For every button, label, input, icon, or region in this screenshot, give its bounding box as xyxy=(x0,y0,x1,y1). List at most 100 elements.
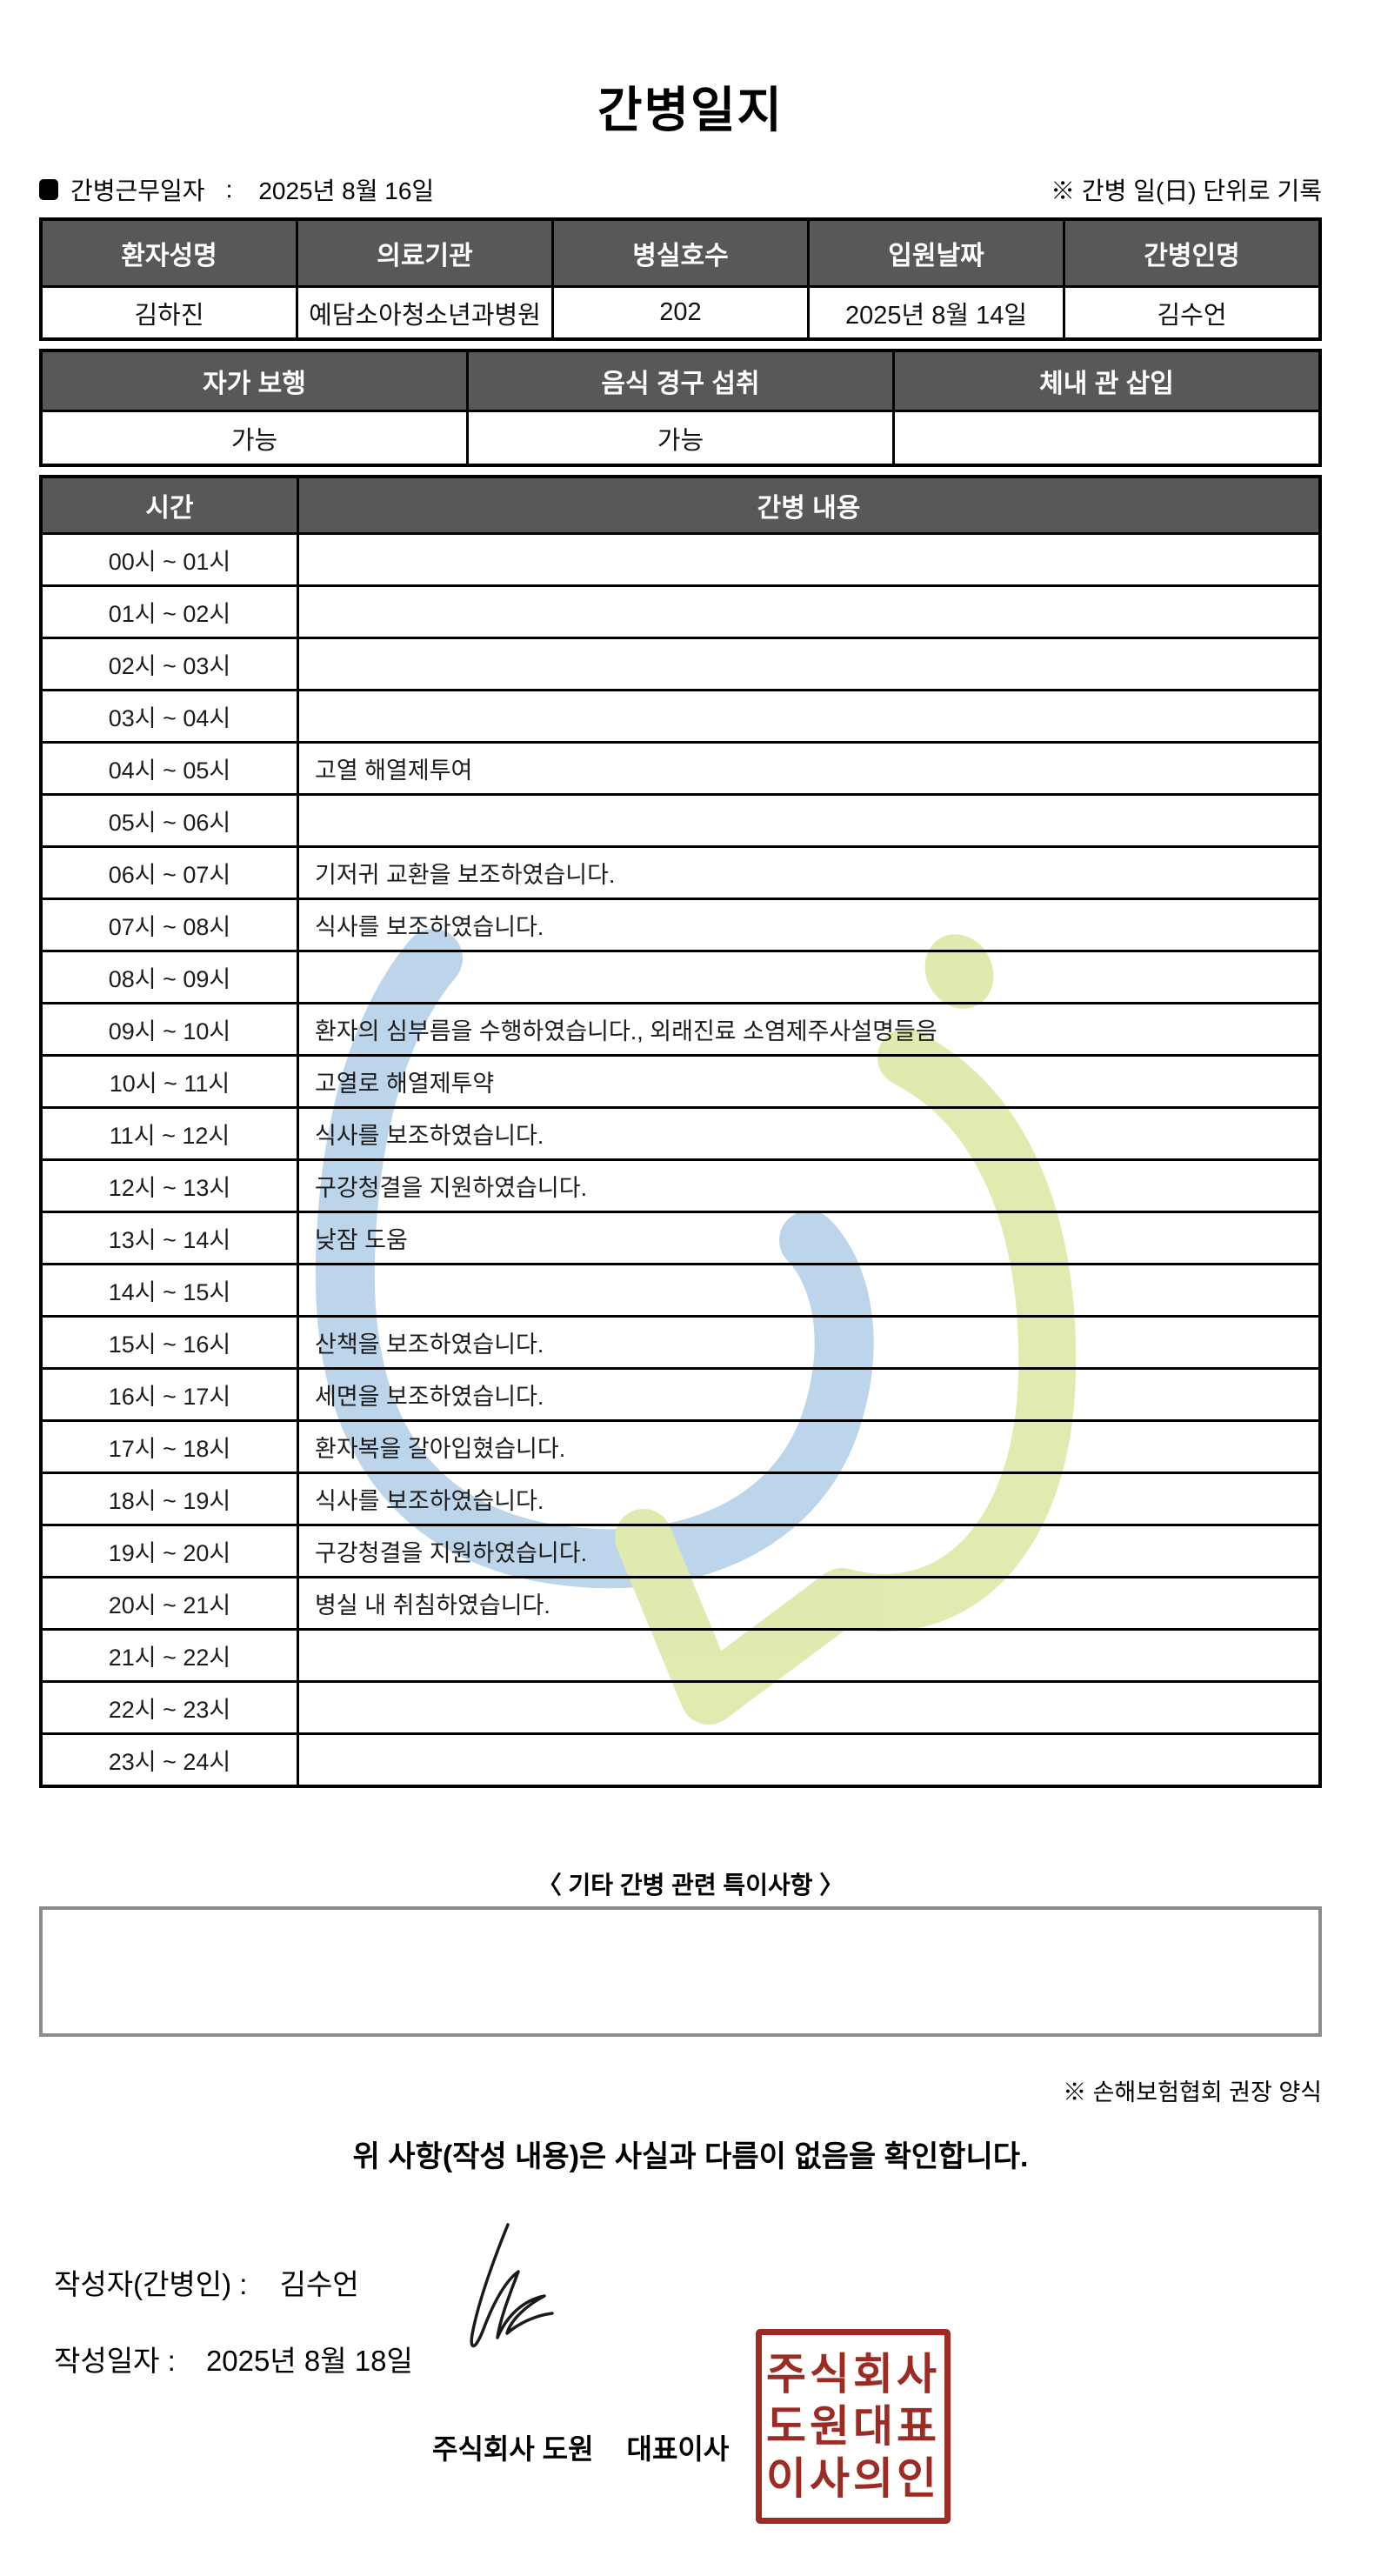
header-admission-date: 입원날짜 xyxy=(807,221,1063,285)
care-table-row: 05시 ~ 06시 xyxy=(43,793,1318,845)
writer-label: 작성자(간병인) : xyxy=(54,2268,248,2300)
care-content-cell: 식사를 보조하였습니다. xyxy=(297,1474,1318,1524)
care-table-row: 23시 ~ 24시 xyxy=(43,1732,1318,1785)
care-table-row: 17시 ~ 18시 환자복을 갈아입혔습니다. xyxy=(43,1419,1318,1472)
writer-name: 김수언 xyxy=(279,2268,359,2300)
time-cell: 06시 ~ 07시 xyxy=(108,862,231,888)
care-table-row: 14시 ~ 15시 xyxy=(43,1263,1318,1315)
stamp-text-line: 이사의인 xyxy=(766,2454,940,2503)
company-line: 주식회사 도원 대표이사 xyxy=(432,2427,729,2467)
care-table-row: 21시 ~ 22시 xyxy=(43,1628,1318,1680)
value-tube-insertion xyxy=(892,412,1318,464)
care-content-cell: 환자의 심부름을 수행하였습니다., 외래진료 소염제주사설명들음 xyxy=(297,1004,1318,1054)
time-cell: 01시 ~ 02시 xyxy=(108,601,231,627)
time-cell: 12시 ~ 13시 xyxy=(108,1175,231,1201)
care-table-row: 04시 ~ 05시 고열 해열제투여 xyxy=(43,741,1318,793)
care-table-row: 09시 ~ 10시 환자의 심부름을 수행하였습니다., 외래진료 소염제주사설명… xyxy=(43,1002,1318,1054)
time-cell: 02시 ~ 03시 xyxy=(108,653,231,679)
time-cell: 19시 ~ 20시 xyxy=(108,1540,231,1566)
time-cell: 22시 ~ 23시 xyxy=(108,1697,231,1723)
watermark-green-leaf xyxy=(924,934,994,1009)
watermark-blue-swirl xyxy=(315,929,874,1589)
written-date-line: 작성일자 : 2025년 8월 18일 xyxy=(54,2338,413,2379)
care-content-cell xyxy=(297,691,1318,741)
time-cell: 10시 ~ 11시 xyxy=(109,1071,230,1097)
status-table-header-row: 자가 보행 음식 경구 섭취 체내 관 삽입 xyxy=(43,352,1318,410)
ceo-label: 대표이사 xyxy=(626,2433,730,2465)
care-content-cell: 구강청결을 지원하였습니다. xyxy=(297,1526,1318,1576)
care-table-row: 00시 ~ 01시 xyxy=(43,532,1318,584)
confirmation-statement: 위 사항(작성 내용)은 사실과 다름이 없음을 확인합니다. xyxy=(352,2140,1029,2173)
header-tube-insertion: 체내 관 삽입 xyxy=(892,352,1318,410)
time-cell: 15시 ~ 16시 xyxy=(108,1331,231,1358)
time-cell: 21시 ~ 22시 xyxy=(108,1645,231,1671)
care-table-row: 11시 ~ 12시 식사를 보조하였습니다. xyxy=(43,1106,1318,1158)
header-patient-name: 환자성명 xyxy=(43,221,296,285)
header-caregiver-name: 간병인명 xyxy=(1063,221,1318,285)
care-content-cell: 낮잠 도움 xyxy=(297,1213,1318,1263)
care-table-row: 07시 ~ 08시 식사를 보조하였습니다. xyxy=(43,898,1318,950)
care-content-cell xyxy=(297,952,1318,1002)
value-room-number: 202 xyxy=(551,288,807,337)
value-patient-name: 김하진 xyxy=(134,301,204,330)
patient-table-value-row: 김하진 예담소아청소년과병원 202 2025년 8월 14일 김수언 xyxy=(43,285,1318,337)
written-date-value: 2025년 8월 18일 xyxy=(205,2345,413,2377)
care-table-row: 18시 ~ 19시 식사를 보조하였습니다. xyxy=(43,1472,1318,1524)
company-name: 주식회사 도원 xyxy=(432,2433,594,2465)
care-content-cell: 환자복을 갈아입혔습니다. xyxy=(297,1422,1318,1472)
care-content-cell: 고열로 해열제투약 xyxy=(297,1057,1318,1106)
time-cell: 08시 ~ 09시 xyxy=(108,966,231,992)
care-content-cell: 기저귀 교환을 보조하였습니다. xyxy=(297,848,1318,898)
work-date-label: 간병근무일자 xyxy=(70,177,205,204)
care-table-row: 19시 ~ 20시 구강청결을 지원하였습니다. xyxy=(43,1524,1318,1576)
header-care-content: 간병 내용 xyxy=(297,478,1318,532)
stamp-text-line: 주식회사 xyxy=(766,2350,940,2399)
form-note: ※ 손해보험협회 권장 양식 xyxy=(1063,2079,1322,2106)
care-content-cell: 세면을 보조하였습니다. xyxy=(297,1370,1318,1419)
time-cell: 05시 ~ 06시 xyxy=(108,810,231,836)
care-content-cell: 구강청결을 지원하였습니다. xyxy=(297,1161,1318,1211)
written-date-label: 작성일자 : xyxy=(54,2345,176,2377)
time-cell: 18시 ~ 19시 xyxy=(108,1488,231,1514)
care-table-row: 16시 ~ 17시 세면을 보조하였습니다. xyxy=(43,1367,1318,1419)
page-title: 간병일지 xyxy=(597,83,784,137)
corporate-seal-stamp: 주식회사 도원대표 이사의인 xyxy=(756,2329,951,2524)
filled-square-icon xyxy=(39,179,58,200)
writer-line: 작성자(간병인) : 김수언 xyxy=(54,2261,359,2303)
care-content-cell: 식사를 보조하였습니다. xyxy=(297,1109,1318,1158)
unit-note: ※ 간병 일(日) 단위로 기록 xyxy=(1051,177,1322,204)
header-self-walking: 자가 보행 xyxy=(43,352,466,410)
time-cell: 11시 ~ 12시 xyxy=(109,1123,230,1149)
status-table: 자가 보행 음식 경구 섭취 체내 관 삽입 가능 가능 xyxy=(39,349,1322,467)
care-table-row: 20시 ~ 21시 병실 내 취침하였습니다. xyxy=(43,1576,1318,1628)
care-content-cell: 산책을 보조하였습니다. xyxy=(297,1318,1318,1367)
value-medical-institution: 예담소아청소년과병원 xyxy=(296,288,551,337)
care-table: 시간 간병 내용 00시 ~ 01시 01시 ~ 02시 02시 ~ 03시 03시 … xyxy=(39,475,1322,1788)
time-cell: 00시 ~ 01시 xyxy=(108,549,231,575)
work-date-separator: : xyxy=(225,176,233,203)
header-room-number: 병실호수 xyxy=(551,221,807,285)
care-content-cell xyxy=(297,1631,1318,1680)
care-table-row: 03시 ~ 04시 xyxy=(43,689,1318,741)
status-table-value-row: 가능 가능 xyxy=(43,410,1318,464)
notes-input-box[interactable] xyxy=(39,1906,1322,2037)
care-table-row: 12시 ~ 13시 구강청결을 지원하였습니다. xyxy=(43,1158,1318,1211)
time-cell: 17시 ~ 18시 xyxy=(108,1436,231,1462)
patient-table-header-row: 환자성명 의료기관 병실호수 입원날짜 간병인명 xyxy=(43,221,1318,285)
care-content-cell: 병실 내 취침하였습니다. xyxy=(297,1578,1318,1628)
time-cell: 20시 ~ 21시 xyxy=(108,1592,231,1618)
notes-heading: 〈 기타 간병 관련 특이사항 〉 xyxy=(537,1872,844,1899)
signature-scribble-icon xyxy=(470,2223,554,2348)
stamp-text-line: 도원대표 xyxy=(766,2402,940,2451)
patient-info-table: 환자성명 의료기관 병실호수 입원날짜 간병인명 김하진 예담소아청소년과병원 … xyxy=(39,217,1322,341)
time-cell: 23시 ~ 24시 xyxy=(108,1749,231,1775)
time-cell: 16시 ~ 17시 xyxy=(108,1384,231,1410)
time-cell: 03시 ~ 04시 xyxy=(108,705,231,731)
work-date-line: 간병근무일자 : 2025년 8월 16일 xyxy=(39,172,434,207)
value-caregiver-name: 김수언 xyxy=(1063,288,1318,337)
care-table-row: 06시 ~ 07시 기저귀 교환을 보조하였습니다. xyxy=(43,845,1318,898)
value-oral-intake: 가능 xyxy=(466,412,892,464)
work-date-value: 2025년 8월 16일 xyxy=(258,177,435,204)
